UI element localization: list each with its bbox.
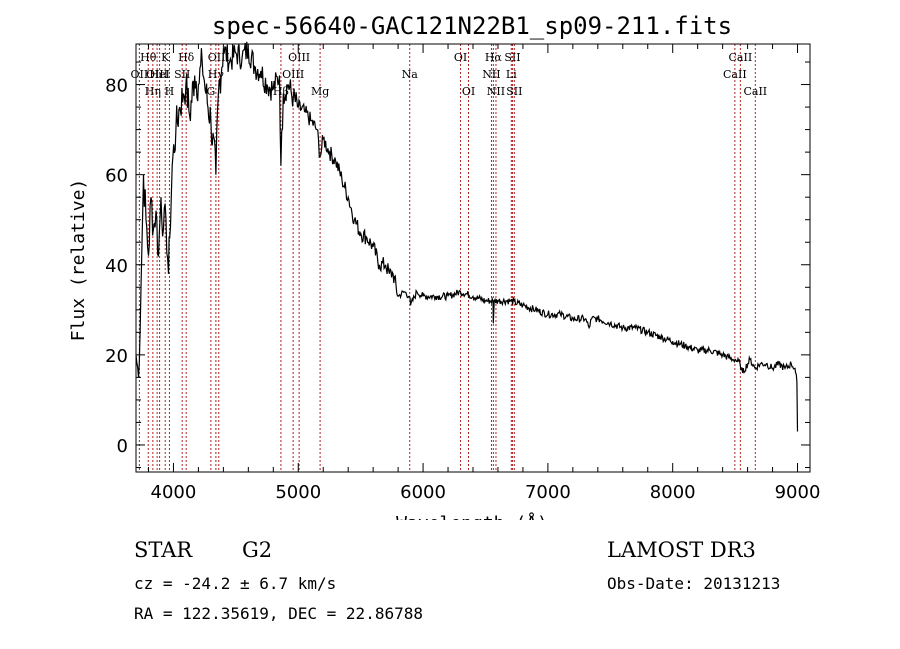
- reference-line-label: OII: [131, 68, 149, 81]
- reference-line-label: CaII: [723, 68, 747, 81]
- object-class: STAR: [134, 538, 193, 562]
- reference-line-label: H: [165, 85, 175, 98]
- reference-line-label: OIII: [282, 68, 304, 81]
- x-tick-label: 9000: [775, 482, 821, 503]
- y-tick-label: 80: [105, 76, 128, 97]
- x-axis-ticks: 4000 5000 6000 7000 8000 9000: [147, 44, 821, 503]
- reference-line-label: OI: [454, 51, 467, 64]
- reference-line-label: OIII: [208, 51, 230, 64]
- y-tick-label: 0: [117, 436, 128, 457]
- reference-line-label: HeI: [149, 68, 169, 81]
- reference-line-label: Hη: [145, 85, 161, 98]
- y-tick-label: 60: [105, 166, 128, 187]
- observation-date: Obs-Date: 20131213: [607, 574, 781, 593]
- coordinates-text: RA = 122.35619, DEC = 22.86788: [134, 604, 423, 623]
- reference-line-label: NII: [487, 85, 505, 98]
- survey-name: LAMOST DR3: [607, 538, 756, 562]
- redshift-text: cz = -24.2 ± 6.7 km/s: [134, 574, 337, 593]
- plot-frame: [135, 43, 811, 473]
- reference-line-label: SII: [174, 68, 190, 81]
- object-subclass: G2: [242, 538, 273, 562]
- reference-line-label: OI: [462, 85, 475, 98]
- reference-line-label: OIII: [288, 51, 310, 64]
- x-tick-label: 6000: [400, 482, 446, 503]
- reference-line-label: Li: [506, 68, 517, 81]
- y-axis-ticks: 0 20 40 60 80: [105, 61, 810, 468]
- reference-line-label: SII: [504, 51, 520, 64]
- reference-line-label: CaII: [729, 51, 753, 64]
- reference-line-label: Hθ: [140, 51, 157, 64]
- reference-line-label: CaII: [743, 85, 767, 98]
- reference-line-label: SII: [506, 85, 522, 98]
- chart-title: spec-56640-GAC121N22B1_sp09-211.fits: [212, 12, 732, 40]
- spectrum-chart: spec-56640-GAC121N22B1_sp09-211.fits Wav…: [68, 12, 821, 520]
- y-tick-label: 20: [105, 346, 128, 367]
- reference-line-label: G: [206, 85, 215, 98]
- x-tick-label: 8000: [650, 482, 696, 503]
- reference-line-label: OIII: [146, 68, 168, 81]
- reference-line-label: Mg: [311, 85, 329, 98]
- x-axis-title: Wavelength (Å): [396, 512, 548, 520]
- y-axis-title: Flux (relative): [68, 179, 89, 342]
- reference-line-labels: OIIHθHηOIIIHeIKHSIIHδGHγOIIIHβOIIIOIIIMg…: [131, 51, 768, 98]
- reference-line-label: NII: [482, 68, 500, 81]
- spectrum-line: [135, 41, 799, 432]
- reference-lines: [138, 44, 756, 472]
- reference-line-label: Hα: [485, 51, 503, 64]
- reference-line-label: K: [161, 51, 170, 64]
- reference-line-label: Hγ: [208, 68, 225, 81]
- x-tick-label: 4000: [151, 482, 197, 503]
- reference-line-label: Hβ: [273, 85, 289, 98]
- x-tick-label: 7000: [525, 482, 571, 503]
- y-tick-label: 40: [105, 256, 128, 277]
- reference-line-label: Hδ: [178, 51, 195, 64]
- reference-line-label: Na: [402, 68, 419, 81]
- x-tick-label: 5000: [275, 482, 321, 503]
